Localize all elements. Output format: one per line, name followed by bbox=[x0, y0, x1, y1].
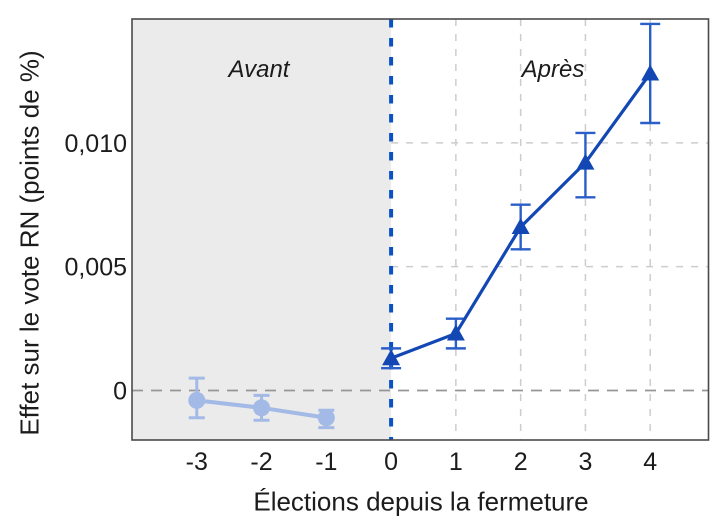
x-tick-label: -3 bbox=[186, 448, 208, 476]
data-point-triangle bbox=[446, 324, 465, 341]
data-point-triangle bbox=[576, 153, 595, 170]
y-tick-label: 0,005 bbox=[64, 254, 127, 282]
x-tick-label: 0 bbox=[384, 448, 398, 476]
x-tick-label: -1 bbox=[315, 448, 337, 476]
x-tick-label: 3 bbox=[578, 448, 592, 476]
x-tick-label: 4 bbox=[643, 448, 657, 476]
annotation-avant: Avant bbox=[228, 56, 290, 83]
data-point-triangle bbox=[382, 349, 401, 366]
data-point-triangle bbox=[511, 218, 530, 235]
y-tick-label: 0,010 bbox=[64, 130, 127, 158]
data-point-circle bbox=[253, 399, 271, 417]
plot-border bbox=[131, 18, 710, 441]
x-tick-label: -2 bbox=[250, 448, 272, 476]
x-tick-label: 1 bbox=[449, 448, 463, 476]
x-axis-title: Élections depuis la fermeture bbox=[253, 486, 589, 517]
x-tick-label: 2 bbox=[514, 448, 528, 476]
annotation-apres: Après bbox=[521, 56, 585, 83]
data-point-circle bbox=[188, 391, 206, 409]
y-tick-label: 0 bbox=[113, 377, 127, 405]
data-point-triangle bbox=[641, 64, 660, 81]
data-point-circle bbox=[317, 409, 335, 427]
y-axis-title: Effet sur le vote RN (points de %) bbox=[14, 50, 45, 436]
pre-period-shading bbox=[132, 19, 392, 440]
